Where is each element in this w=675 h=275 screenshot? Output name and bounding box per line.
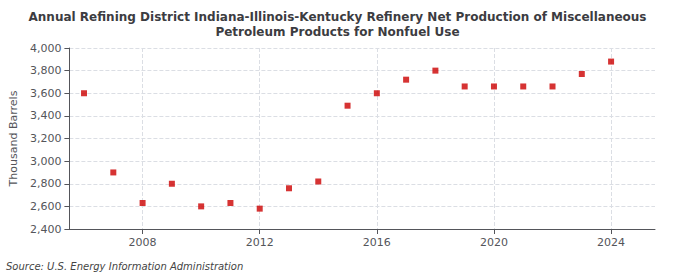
svg-text:2020: 2020 [480,236,508,249]
svg-text:Petroleum Products for Nonfuel: Petroleum Products for Nonfuel Use [215,25,459,39]
svg-text:2,800: 2,800 [30,177,62,190]
svg-text:2012: 2012 [246,236,274,249]
svg-text:3,800: 3,800 [30,64,62,77]
svg-text:2,400: 2,400 [30,223,62,236]
svg-text:3,600: 3,600 [30,87,62,100]
svg-text:3,200: 3,200 [30,132,62,145]
svg-text:2008: 2008 [129,236,157,249]
svg-text:2024: 2024 [597,236,625,249]
svg-text:2016: 2016 [363,236,391,249]
svg-text:Annual Refining District India: Annual Refining District Indiana-Illinoi… [29,10,647,24]
svg-text:2,600: 2,600 [30,200,62,213]
svg-text:4,000: 4,000 [30,42,62,55]
svg-text:3,000: 3,000 [30,155,62,168]
svg-text:Thousand Barrels: Thousand Barrels [7,90,20,187]
svg-text:3,400: 3,400 [30,109,62,122]
svg-text:Source: U.S. Energy Informatio: Source: U.S. Energy Information Administ… [6,261,243,272]
